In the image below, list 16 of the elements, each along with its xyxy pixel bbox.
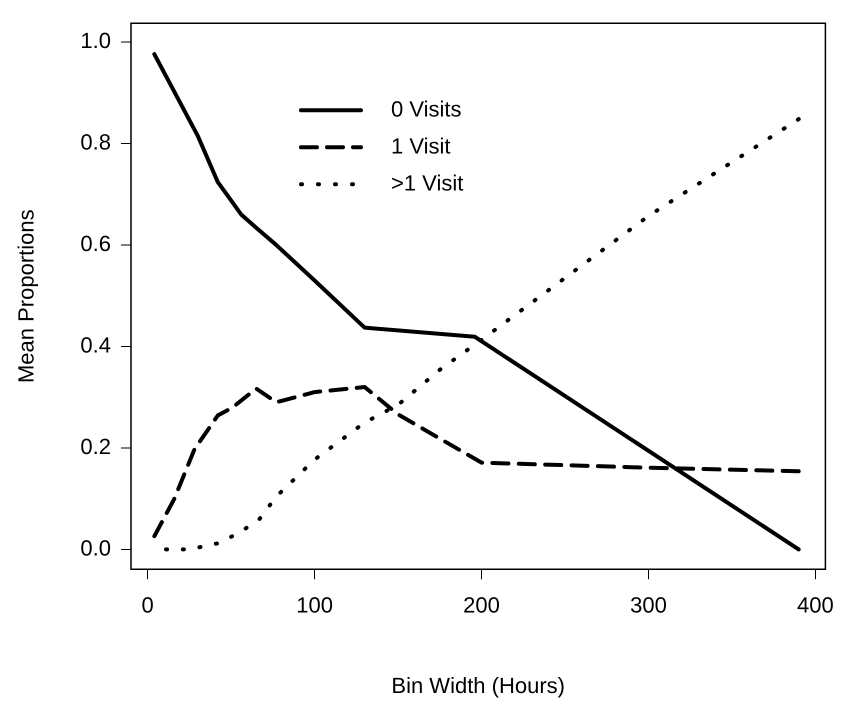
legend-label: 0 Visits xyxy=(390,96,462,122)
legend-label: 1 Visit xyxy=(390,133,450,158)
x-axis-title: Bin Width (Hours) xyxy=(391,672,565,698)
x-tick-label: 0 xyxy=(142,592,154,618)
x-tick-label: 400 xyxy=(797,592,834,618)
x-tick-label: 300 xyxy=(630,592,667,618)
y-tick-label: 1.0 xyxy=(80,28,111,54)
y-tick-label: 0.8 xyxy=(80,130,111,155)
y-tick-label: 0.4 xyxy=(80,332,111,358)
x-tick-label: 200 xyxy=(463,592,500,618)
y-tick-label: 0.6 xyxy=(80,231,111,256)
y-tick-label: 0.0 xyxy=(80,535,111,560)
y-axis-title: Mean Proportions xyxy=(13,209,38,384)
legend-label: >1 Visit xyxy=(390,170,464,196)
x-tick-label: 100 xyxy=(296,592,333,618)
y-tick-label: 0.2 xyxy=(80,434,111,459)
